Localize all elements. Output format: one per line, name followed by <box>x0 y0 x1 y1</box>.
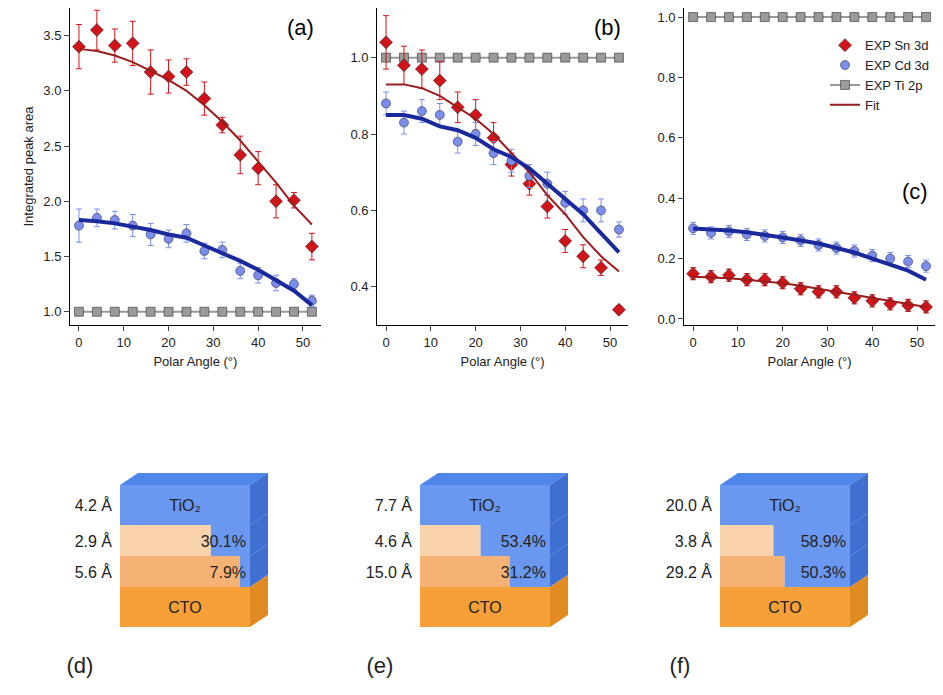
svg-text:0.4: 0.4 <box>350 279 368 294</box>
svg-text:30: 30 <box>820 335 834 350</box>
svg-text:CTO: CTO <box>168 599 201 616</box>
svg-text:0.8: 0.8 <box>350 127 368 142</box>
svg-text:30: 30 <box>206 335 220 350</box>
svg-text:2.5: 2.5 <box>43 139 61 154</box>
svg-text:2.9 Å: 2.9 Å <box>75 532 113 550</box>
svg-text:4.2 Å: 4.2 Å <box>75 496 113 514</box>
svg-text:10: 10 <box>117 335 131 350</box>
svg-text:20.0 Å: 20.0 Å <box>666 496 713 514</box>
svg-text:20: 20 <box>775 335 789 350</box>
svg-text:7.9%: 7.9% <box>210 564 246 581</box>
svg-text:EXP Ti 2p: EXP Ti 2p <box>865 78 923 93</box>
svg-text:TiO₂: TiO₂ <box>169 497 200 514</box>
svg-text:EXP Cd 3d: EXP Cd 3d <box>865 58 929 73</box>
svg-text:Integrated peak area: Integrated peak area <box>21 106 36 227</box>
svg-text:1.0: 1.0 <box>657 10 675 25</box>
svg-text:53.4%: 53.4% <box>501 533 546 550</box>
svg-text:0: 0 <box>689 335 696 350</box>
svg-text:4.6 Å: 4.6 Å <box>375 532 413 550</box>
svg-text:Polar Angle (°): Polar Angle (°) <box>153 354 237 369</box>
svg-text:40: 40 <box>865 335 879 350</box>
svg-text:58.9%: 58.9% <box>801 533 846 550</box>
svg-text:3.5: 3.5 <box>43 28 61 43</box>
svg-text:3.0: 3.0 <box>43 83 61 98</box>
svg-text:3.8 Å: 3.8 Å <box>675 532 713 550</box>
svg-text:TiO₂: TiO₂ <box>469 497 500 514</box>
svg-text:50: 50 <box>910 335 924 350</box>
svg-text:10: 10 <box>731 335 745 350</box>
svg-text:CTO: CTO <box>468 599 501 616</box>
svg-text:(a): (a) <box>287 15 314 40</box>
svg-text:50.3%: 50.3% <box>801 564 846 581</box>
svg-text:0.4: 0.4 <box>657 191 675 206</box>
svg-text:Polar Angle (°): Polar Angle (°) <box>768 354 852 369</box>
svg-text:(f): (f) <box>670 653 691 678</box>
svg-text:0.2: 0.2 <box>657 251 675 266</box>
svg-text:1.5: 1.5 <box>43 249 61 264</box>
svg-text:10: 10 <box>424 335 438 350</box>
svg-text:(e): (e) <box>367 653 394 678</box>
svg-text:5.6 Å: 5.6 Å <box>75 563 113 581</box>
svg-text:40: 40 <box>558 335 572 350</box>
svg-text:0.8: 0.8 <box>657 70 675 85</box>
svg-text:20: 20 <box>161 335 175 350</box>
svg-text:20: 20 <box>468 335 482 350</box>
svg-text:30.1%: 30.1% <box>201 533 246 550</box>
svg-text:50: 50 <box>603 335 617 350</box>
svg-text:29.2 Å: 29.2 Å <box>666 563 713 581</box>
svg-text:CTO: CTO <box>768 599 801 616</box>
svg-text:(c): (c) <box>902 179 928 204</box>
svg-text:50: 50 <box>296 335 310 350</box>
svg-text:1.0: 1.0 <box>43 304 61 319</box>
svg-text:1.0: 1.0 <box>350 50 368 65</box>
svg-text:2.0: 2.0 <box>43 194 61 209</box>
svg-text:0: 0 <box>75 335 82 350</box>
svg-text:30: 30 <box>513 335 527 350</box>
svg-text:7.7 Å: 7.7 Å <box>375 496 413 514</box>
svg-text:(b): (b) <box>594 15 621 40</box>
svg-text:31.2%: 31.2% <box>501 564 546 581</box>
svg-text:15.0 Å: 15.0 Å <box>366 563 413 581</box>
svg-text:0: 0 <box>382 335 389 350</box>
svg-text:0.6: 0.6 <box>657 130 675 145</box>
svg-text:TiO₂: TiO₂ <box>769 497 800 514</box>
svg-text:0.0: 0.0 <box>657 312 675 327</box>
svg-text:Polar Angle (°): Polar Angle (°) <box>461 354 545 369</box>
svg-text:40: 40 <box>251 335 265 350</box>
svg-text:Fit: Fit <box>865 98 880 113</box>
svg-text:(d): (d) <box>67 653 94 678</box>
svg-text:EXP Sn 3d: EXP Sn 3d <box>865 38 928 53</box>
svg-text:0.6: 0.6 <box>350 203 368 218</box>
